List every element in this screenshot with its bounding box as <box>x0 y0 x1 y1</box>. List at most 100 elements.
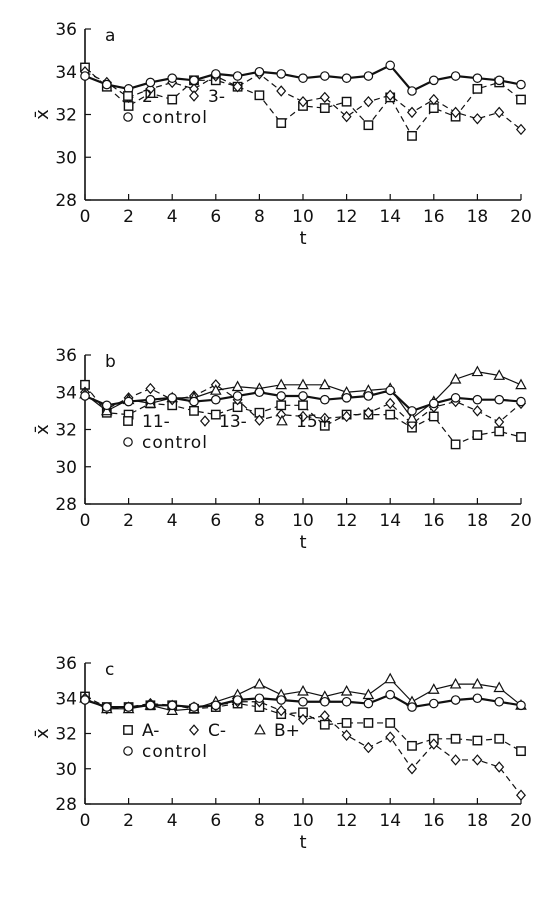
data-point <box>319 103 330 113</box>
data-point <box>472 693 483 704</box>
x-axis-label: t <box>299 532 306 553</box>
data-point <box>363 698 374 709</box>
x-tick-label: 4 <box>167 207 178 227</box>
legend-label: B+ <box>274 721 300 741</box>
data-point <box>102 702 112 712</box>
data-point <box>428 411 439 422</box>
x-axis-label: t <box>299 228 306 249</box>
panel-b: 0 2 4 6 8 10 12 14 16 18 20 28 30 32 34 36 t x̄ b 11- 13- 15+… <box>32 346 532 553</box>
data-point <box>319 719 330 730</box>
y-axis-label: x̄ <box>32 109 53 120</box>
data-point <box>319 71 330 81</box>
data-point <box>385 409 396 420</box>
legend-marker <box>123 416 133 426</box>
data-point <box>254 693 265 704</box>
data-point <box>450 754 461 766</box>
x-tick-label: 2 <box>123 811 134 831</box>
legend: A- C- B+ control <box>123 721 300 762</box>
data-point <box>516 396 526 407</box>
data-point <box>123 702 134 712</box>
y-tick-label: 28 <box>55 191 77 211</box>
series-line <box>84 67 522 137</box>
y-tick-label: 36 <box>55 654 77 674</box>
data-point <box>100 404 113 416</box>
data-point <box>428 75 439 86</box>
x-tick-label: 18 <box>467 811 489 831</box>
y-tick-label: 34 <box>55 689 77 709</box>
data-point <box>385 718 396 728</box>
x-tick-label: 18 <box>467 511 489 531</box>
data-point <box>494 761 505 773</box>
data-point <box>472 83 483 94</box>
x-tick-label: 8 <box>254 207 265 227</box>
x-tick-label: 8 <box>254 511 265 531</box>
data-point <box>341 110 352 123</box>
series-line <box>84 71 522 130</box>
legend-label: 13- <box>219 412 247 432</box>
x-tick-label: 2 <box>123 511 134 531</box>
x-tick-label: 20 <box>510 207 532 227</box>
y-tick-label: 32 <box>55 421 77 441</box>
legend-label: control <box>142 108 208 128</box>
data-point <box>297 684 309 696</box>
panel-label: a <box>105 26 115 46</box>
data-point <box>254 414 265 426</box>
y-axis-label: x̄ <box>32 424 53 435</box>
data-point <box>298 73 308 83</box>
data-point <box>340 684 353 696</box>
series-line <box>84 384 522 446</box>
x-tick-label: 10 <box>292 511 314 531</box>
data-point <box>385 60 395 71</box>
legend-marker <box>189 90 199 102</box>
data-point <box>167 700 177 711</box>
x-tick-label: 16 <box>423 207 445 227</box>
data-point <box>80 695 90 705</box>
data-point <box>276 69 286 79</box>
x-tick-label: 2 <box>123 207 134 227</box>
data-point <box>319 91 330 104</box>
y-tick-label: 30 <box>55 458 77 478</box>
data-point <box>232 695 243 705</box>
data-point <box>276 400 287 411</box>
data-point <box>189 405 199 416</box>
x-tick-label: 18 <box>467 207 489 227</box>
data-point <box>494 696 504 707</box>
data-point <box>494 426 505 437</box>
data-point <box>450 393 461 403</box>
data-point <box>472 430 483 440</box>
panel-label: b <box>105 352 116 372</box>
data-point <box>167 73 177 83</box>
series-line <box>84 384 522 425</box>
data-point <box>449 677 462 689</box>
data-point <box>297 378 309 390</box>
data-point <box>341 718 352 728</box>
data-point <box>362 688 375 700</box>
data-point <box>253 677 266 689</box>
data-point <box>450 695 461 705</box>
data-point <box>145 700 156 711</box>
y-tick-label: 30 <box>55 760 77 780</box>
data-point <box>102 400 112 411</box>
data-point <box>385 89 396 101</box>
y-tick-label: 34 <box>55 63 77 83</box>
data-point <box>515 378 527 390</box>
data-point <box>407 763 417 775</box>
data-point <box>450 71 461 81</box>
legend-label: C- <box>208 721 226 741</box>
legend-marker <box>123 112 133 122</box>
panel-c: 0 2 4 6 8 10 12 14 16 18 20 28 30 32 34 36 t x̄ c A- C- B+ con… <box>32 654 532 853</box>
data-point <box>211 394 221 405</box>
data-point <box>516 700 526 711</box>
data-point <box>450 733 461 744</box>
data-point <box>276 391 286 401</box>
legend-label: 15+ <box>296 412 332 432</box>
data-point <box>80 71 90 81</box>
y-tick-label: 36 <box>55 20 77 40</box>
data-point <box>494 733 505 744</box>
x-tick-label: 12 <box>336 511 358 531</box>
data-point <box>385 385 395 396</box>
legend-marker <box>254 723 266 735</box>
data-point <box>145 394 156 405</box>
data-point <box>449 372 462 384</box>
data-point <box>276 695 286 705</box>
